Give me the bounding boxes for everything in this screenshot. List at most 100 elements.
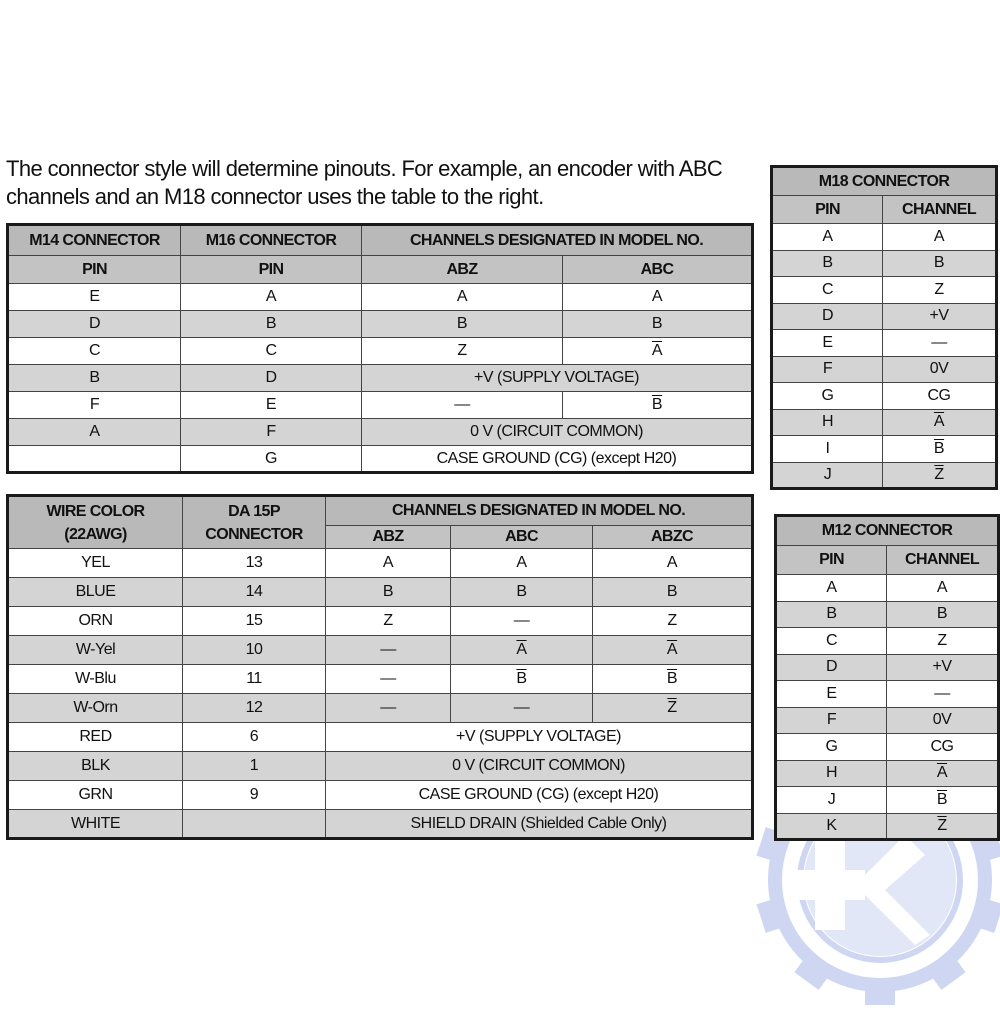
cell-text: W-Blu (75, 670, 116, 687)
table-cell: +V (882, 302, 997, 330)
cell-text: J (827, 790, 836, 808)
table-cell: A (882, 408, 997, 436)
table-cell: 13 (182, 548, 326, 578)
gear-tooth (794, 951, 834, 990)
header-row: PIN CHANNEL (775, 545, 999, 575)
table-cell: BLUE (7, 577, 183, 607)
table-cell: W-Orn (7, 693, 183, 723)
table-cell: — (361, 391, 563, 419)
table-cell: A (775, 574, 887, 602)
cell-text: CHANNELS DESIGNATED IN MODEL NO. (409, 231, 704, 249)
cell-text: SHIELD DRAIN (Shielded Cable Only) (410, 814, 668, 832)
table-cell: — (325, 693, 451, 723)
cell-text: A (936, 764, 948, 782)
cell-text: A (651, 342, 663, 359)
table-cell: CG (882, 382, 997, 410)
table-cell: WHITE (7, 809, 183, 839)
cell-text: F (89, 396, 100, 413)
header-row: M12 CONNECTOR (775, 515, 999, 546)
table-row: F E — B (7, 391, 753, 419)
cell-text: ABC (640, 260, 674, 278)
table-cell: B (7, 364, 181, 392)
table-cell: F (771, 355, 883, 383)
table-cell: D (771, 302, 883, 330)
cell-text: BLK (81, 757, 110, 774)
m18-connector-table: M18 CONNECTOR PIN CHANNEL A A B B C Z D +V E — F 0V G CG… (770, 165, 998, 490)
cell-text: GRN (78, 786, 113, 803)
cell-text: M18 CONNECTOR (818, 172, 950, 190)
table-cell: F (180, 418, 362, 446)
cell-text: ABZC (650, 528, 694, 545)
cell-text: CG (930, 737, 955, 755)
column-header: ABZ (361, 255, 563, 284)
cell-text: — (380, 699, 396, 716)
table-row: F 0V (771, 355, 997, 383)
cell-text: A (666, 554, 678, 571)
table-cell: Z (361, 337, 563, 365)
table-cell: A (450, 635, 593, 665)
table-cell: C (771, 276, 883, 304)
column-header: M18 CONNECTOR (771, 166, 997, 196)
table-cell: F (775, 706, 887, 734)
cell-text: A (382, 554, 394, 571)
table-row: E — (771, 329, 997, 357)
cell-text: B (933, 439, 945, 457)
cell-text: D (88, 315, 101, 332)
table-row: W-Yel 10 — A A (7, 635, 753, 665)
cell-text: B (936, 605, 948, 623)
cell-text: — (454, 396, 470, 413)
cell-text: M12 CONNECTOR (821, 522, 953, 539)
table-cell: A (361, 283, 563, 311)
table-cell: I (771, 435, 883, 463)
table-cell: B (886, 600, 999, 628)
cell-text: 0 V (CIRCUIT COMMON) (470, 423, 643, 440)
table-cell: G (180, 445, 362, 473)
table-row: G CASE GROUND (CG) (except H20) (7, 445, 753, 473)
table-cell: K (775, 812, 887, 840)
cell-text: +V (SUPPLY VOLTAGE) (474, 369, 639, 386)
table-row: G CG (775, 733, 999, 761)
table-cell: W-Yel (7, 635, 183, 665)
table-cell: B (882, 249, 997, 277)
cell-text: A (933, 413, 945, 431)
table-cell: 14 (182, 577, 326, 607)
table-cell: W-Blu (7, 664, 183, 694)
cell-text: — (931, 333, 947, 351)
cell-text: W-Yel (75, 641, 116, 658)
table-row: D +V (775, 653, 999, 681)
table-cell: G (775, 733, 887, 761)
column-header: ABC (450, 525, 593, 549)
cell-text: A (89, 423, 100, 440)
table-cell: 0 V (CIRCUIT COMMON) (325, 751, 753, 781)
table-cell: C (775, 627, 887, 655)
table-cell: A (562, 337, 753, 365)
cell-text: CONNECTOR (205, 525, 303, 543)
wire-color-pinout-table: WIRE COLOR (22AWG) DA 15P CONNECTOR CHANNELS… (6, 494, 754, 840)
cell-text: C (821, 280, 834, 298)
table-row: F 0V (775, 706, 999, 734)
cell-text: BLUE (75, 583, 116, 600)
table-cell: E (771, 329, 883, 357)
cell-text: +V (929, 307, 949, 325)
table-cell: — (450, 693, 593, 723)
table-cell: CG (886, 733, 999, 761)
cell-text: B (89, 369, 100, 386)
cell-text: B (822, 254, 833, 272)
cell-text: (22AWG) (64, 525, 127, 543)
cell-text: 11 (246, 670, 262, 687)
cell-text: G (825, 737, 838, 755)
table-cell: GRN (7, 780, 183, 810)
table-cell: A (562, 283, 753, 311)
cell-text: H (825, 764, 838, 782)
cell-text: ABZ (446, 260, 478, 278)
cell-text: B (666, 583, 678, 600)
cell-text: ABZ (372, 528, 404, 545)
table-cell: C (180, 337, 362, 365)
cell-text: K (826, 816, 837, 834)
